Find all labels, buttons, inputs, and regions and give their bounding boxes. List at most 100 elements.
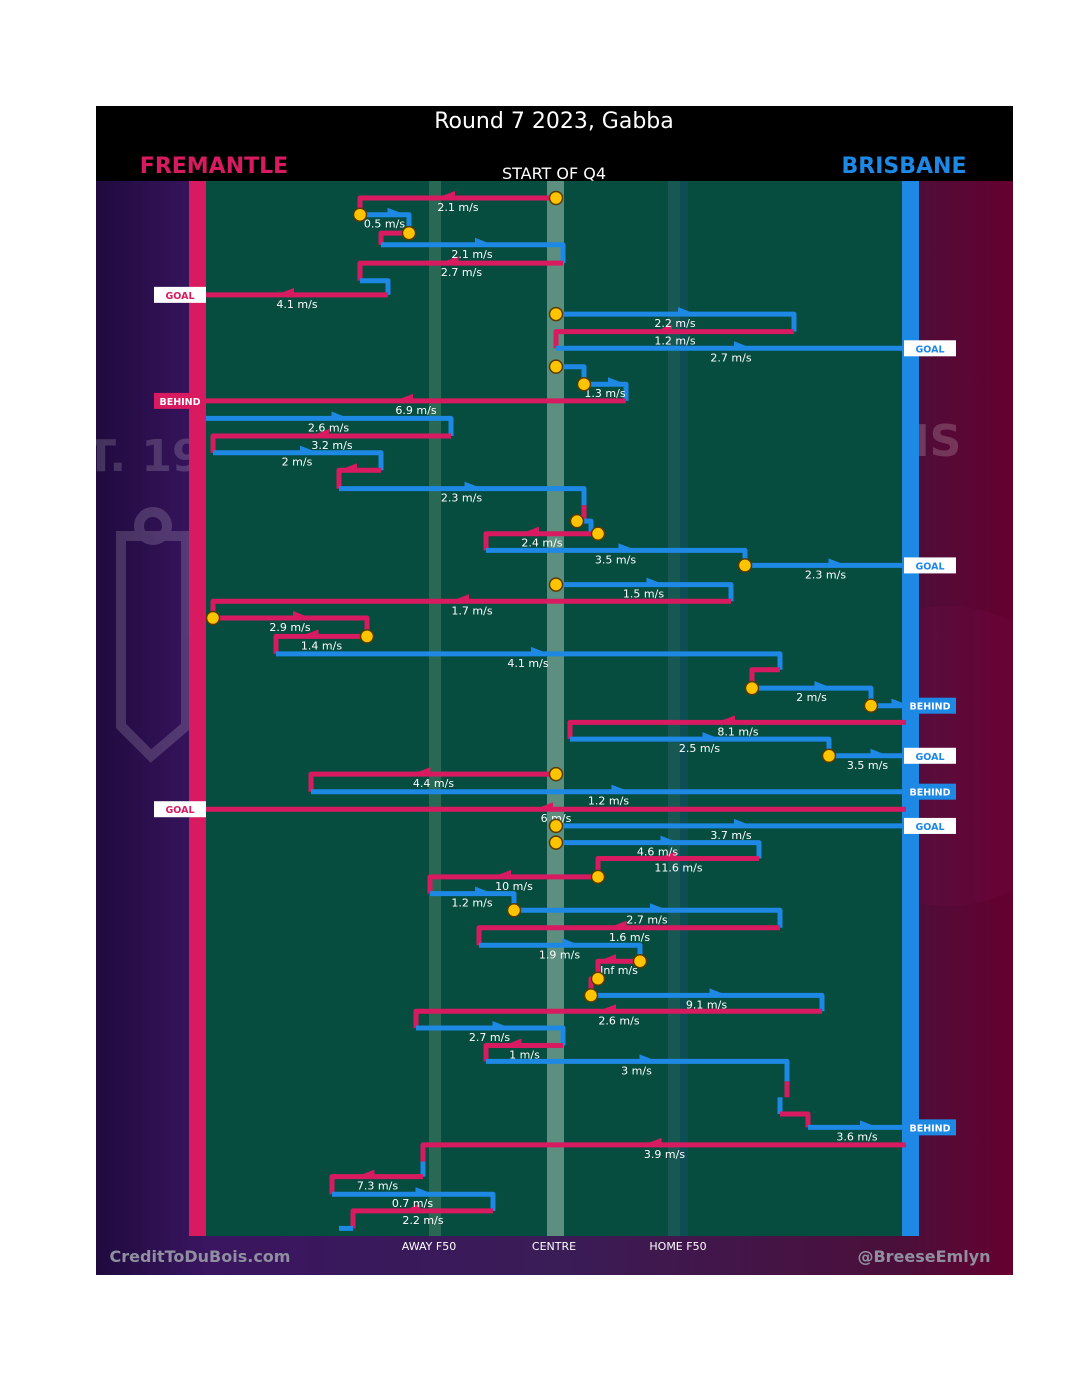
brisbane-direction-arrow (734, 341, 752, 350)
chain-speed-label: 2 m/s (282, 456, 313, 469)
fremantle-direction-arrow (717, 715, 735, 724)
outcome-badge (904, 747, 956, 764)
quarter-label: START OF Q4 (502, 164, 606, 183)
fremantle-direction-arrow (503, 1038, 522, 1047)
chain-speed-label: 2.2 m/s (654, 317, 695, 330)
stoppage-marker (583, 988, 599, 1003)
chain-speed-label: 3 m/s (621, 1064, 652, 1077)
fremantle-direction-arrow (657, 851, 676, 860)
brisbane-chain-line (486, 1058, 790, 1082)
chain-speed-label: 2.7 m/s (469, 1031, 510, 1044)
chain-speed-label: 1.7 m/s (451, 604, 492, 617)
brisbane-direction-arrow (331, 411, 350, 420)
brisbane-direction-arrow (492, 1020, 511, 1029)
brisbane-chain-line (416, 1025, 566, 1046)
fremantle-chain-line (273, 633, 367, 654)
brisbane-direction-arrow (678, 307, 696, 316)
chain-speed-label: 2.7 m/s (626, 913, 667, 926)
fremantle-direction-arrow (395, 393, 413, 402)
fremantle-direction-arrow (412, 767, 431, 776)
brisbane-chain-line (276, 651, 783, 670)
chain-speed-label: 1 m/s (509, 1049, 540, 1062)
brisbane-chain-line (591, 992, 825, 1012)
chain-speed-label: 1.2 m/s (451, 897, 492, 910)
chain-speed-label: 1.6 m/s (609, 931, 650, 944)
fremantle-direction-arrow (276, 287, 294, 296)
labels-layer: 2.1 m/s 0.5 m/s 2.1 m/s 2.7 m/s 4.1 m/s 2.2 m… (269, 201, 888, 1227)
chain-speed-label: 8.1 m/s (717, 725, 758, 738)
chain-speed-label: 0.5 m/s (364, 218, 405, 231)
stoppage-marker (548, 359, 564, 374)
stoppage-marker (359, 629, 375, 644)
brisbane-chain-line (381, 242, 566, 264)
outcome-badge-label: GOAL (165, 291, 194, 302)
chain-speed-label: 9.1 m/s (686, 998, 727, 1011)
fremantle-direction-arrow (643, 1137, 662, 1146)
chain-speed-label: 1.5 m/s (623, 588, 664, 601)
brisbane-direction-arrow (562, 938, 581, 947)
chain-speed-label: 6.9 m/s (395, 404, 436, 417)
fremantle-chain-line (427, 874, 598, 894)
chain-speed-label: 10 m/s (495, 880, 533, 893)
chain-speed-label: 2.1 m/s (437, 201, 478, 214)
away-f50-line (429, 181, 441, 1236)
chain-speed-label: 1.2 m/s (588, 795, 629, 808)
home-f50-shade (680, 181, 688, 1236)
brisbane-direction-arrow (464, 481, 483, 490)
fremantle-direction-arrow (493, 869, 511, 878)
brisbane-direction-arrow (639, 1054, 658, 1063)
stoppage-marker (205, 610, 221, 626)
outcomes-layer: GOAL GOAL BEHIND GOAL BEHIND GOAL BEHIND GOAL GO… (154, 190, 956, 1136)
fremantle-direction-arrow (521, 526, 539, 535)
chain-speed-label: 1.9 m/s (539, 948, 580, 961)
fremantle-chain-line (350, 1208, 493, 1229)
author-handle: @BreeseEmlyn (857, 1247, 990, 1266)
chain-speed-label: 11.6 m/s (654, 861, 702, 874)
header-band (96, 106, 1013, 181)
outcome-badge-label: GOAL (165, 805, 194, 816)
chart-frame: T. 1994 LIONS Round 7 2023, Gabba START … (86, 106, 1080, 1275)
stoppage-marker (548, 306, 564, 322)
fremantle-chain-line (476, 925, 780, 946)
fremantle-direction-arrow (654, 324, 672, 333)
brisbane-chain-line (360, 278, 391, 295)
fremantle-direction-arrow (440, 256, 459, 265)
chain-speed-label: 4.1 m/s (276, 298, 317, 311)
chain-speed-label: 2.9 m/s (269, 621, 310, 634)
stoppage-marker (506, 903, 522, 918)
stoppage-marker (590, 971, 606, 986)
possession-chain-chart: T. 1994 LIONS Round 7 2023, Gabba START … (86, 106, 1080, 1275)
axis-label-home-f50: HOME F50 (649, 1240, 706, 1253)
outcome-badge-label: GOAL (915, 561, 944, 572)
stoppage-marker (569, 513, 585, 529)
chain-speed-label: 2.3 m/s (441, 492, 482, 505)
outcome-badge-label: GOAL (915, 822, 944, 833)
brisbane-direction-arrow (608, 377, 626, 386)
chain-speed-label: 7.3 m/s (357, 1180, 398, 1193)
chain-speed-label: 2 m/s (796, 691, 827, 704)
brisbane-chain-line (213, 450, 384, 471)
fremantle-direction-arrow (293, 611, 311, 620)
outcome-badge (154, 286, 206, 303)
fremantle-chain-line (780, 1111, 811, 1128)
chain-speed-label: 2.1 m/s (451, 248, 492, 261)
stoppage-marker (737, 558, 753, 573)
fremantle-chain-line (567, 719, 906, 740)
chain-speed-label: 2.6 m/s (598, 1014, 639, 1027)
stoppage-marker (548, 766, 564, 782)
stoppage-marker (590, 526, 606, 541)
stoppage-marker (576, 376, 592, 392)
outcome-badge-label: GOAL (915, 752, 944, 763)
fremantle-direction-arrow (356, 1169, 375, 1178)
chain-speed-label: 3.7 m/s (710, 829, 751, 842)
brisbane-direction-arrow (611, 784, 630, 793)
stoppage-marker (590, 869, 606, 885)
chain-speed-label: 2.7 m/s (710, 351, 751, 364)
axis-label-centre: CENTRE (532, 1240, 576, 1253)
fremantle-chain-line (553, 329, 794, 349)
fremantle-direction-arrow (608, 920, 627, 929)
fremantle-chain-line (308, 771, 556, 792)
brisbane-direction-arrow (814, 681, 833, 690)
brisbane-direction-arrow (531, 646, 549, 655)
stoppage-marker (548, 835, 564, 850)
